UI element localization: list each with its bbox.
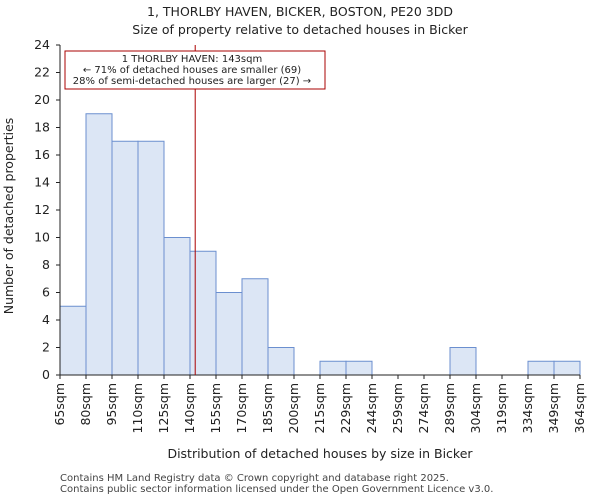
bar-95sqm xyxy=(111,140,139,376)
x-tick-label-289sqm: 289sqm xyxy=(442,383,457,433)
bar-349sqm xyxy=(553,360,581,376)
x-tick-label-155sqm: 155sqm xyxy=(208,383,223,433)
y-tick-label: 14 xyxy=(34,175,50,190)
x-tick-label-229sqm: 229sqm xyxy=(338,383,353,433)
x-tick-label-80sqm: 80sqm xyxy=(78,383,93,426)
y-tick-label: 22 xyxy=(34,65,50,80)
footer-line-2: Contains public sector information licen… xyxy=(60,484,494,495)
x-axis-label: Distribution of detached houses by size … xyxy=(167,446,473,461)
bars-group xyxy=(59,113,581,376)
y-tick-label: 12 xyxy=(34,202,50,217)
bar-80sqm xyxy=(85,113,113,376)
bar-125sqm xyxy=(163,237,191,376)
y-tick-label: 8 xyxy=(42,257,50,272)
x-tick-label-244sqm: 244sqm xyxy=(364,383,379,433)
y-tick-label: 2 xyxy=(42,340,50,355)
bar-155sqm xyxy=(215,292,243,376)
x-tick-label-110sqm: 110sqm xyxy=(130,383,145,433)
y-tick-label: 24 xyxy=(34,37,50,52)
x-tick-label-259sqm: 259sqm xyxy=(390,383,405,433)
bar-65sqm xyxy=(59,305,87,376)
x-tick-label-200sqm: 200sqm xyxy=(286,383,301,433)
bar-110sqm xyxy=(137,140,165,376)
chart-title: 1, THORLBY HAVEN, BICKER, BOSTON, PE20 3… xyxy=(147,4,453,19)
x-tick-label-215sqm: 215sqm xyxy=(312,383,327,433)
y-tick-label: 6 xyxy=(42,285,50,300)
x-tick-label-334sqm: 334sqm xyxy=(520,383,535,433)
y-tick-label: 18 xyxy=(34,120,50,135)
bar-334sqm xyxy=(527,360,555,376)
x-tick-label-274sqm: 274sqm xyxy=(416,383,431,433)
chart-subtitle: Size of property relative to detached ho… xyxy=(132,22,468,37)
footer-line-1: Contains HM Land Registry data © Crown c… xyxy=(60,473,449,484)
y-tick-label: 0 xyxy=(42,367,50,382)
annotation-line-2: ← 71% of detached houses are smaller (69… xyxy=(83,65,301,76)
y-tick-label: 4 xyxy=(42,312,50,327)
y-tick-label: 20 xyxy=(34,92,50,107)
y-tick-label: 10 xyxy=(34,230,50,245)
bar-289sqm xyxy=(449,347,477,376)
bar-229sqm xyxy=(345,360,373,376)
x-tick-label-319sqm: 319sqm xyxy=(494,383,509,433)
x-tick-label-140sqm: 140sqm xyxy=(182,383,197,433)
x-tick-label-95sqm: 95sqm xyxy=(104,383,119,426)
x-tick-label-125sqm: 125sqm xyxy=(156,383,171,433)
x-tick-label-170sqm: 170sqm xyxy=(234,383,249,433)
bar-170sqm xyxy=(241,278,269,376)
footer-attribution: Contains HM Land Registry data © Crown c… xyxy=(60,473,493,495)
annotation-line-3: 28% of semi-detached houses are larger (… xyxy=(73,76,311,87)
x-tick-label-185sqm: 185sqm xyxy=(260,383,275,433)
x-tick-label-349sqm: 349sqm xyxy=(546,383,561,433)
y-tick-label: 16 xyxy=(34,147,50,162)
bar-215sqm xyxy=(319,360,347,376)
x-tick-label-65sqm: 65sqm xyxy=(52,383,67,426)
bar-140sqm xyxy=(189,250,217,376)
annotation-box: 1 THORLBY HAVEN: 143sqm ← 71% of detache… xyxy=(64,50,326,90)
bar-185sqm xyxy=(267,347,295,376)
x-tick-label-364sqm: 364sqm xyxy=(572,383,587,433)
y-axis-label: Number of detached properties xyxy=(1,118,16,315)
x-tick-label-304sqm: 304sqm xyxy=(468,383,483,433)
annotation-line-1: 1 THORLBY HAVEN: 143sqm xyxy=(122,54,262,65)
x-ticks-group: 65sqm 80sqm 95sqm 110sqm 125sqm 140sqm 155sqm 1… xyxy=(52,375,587,433)
